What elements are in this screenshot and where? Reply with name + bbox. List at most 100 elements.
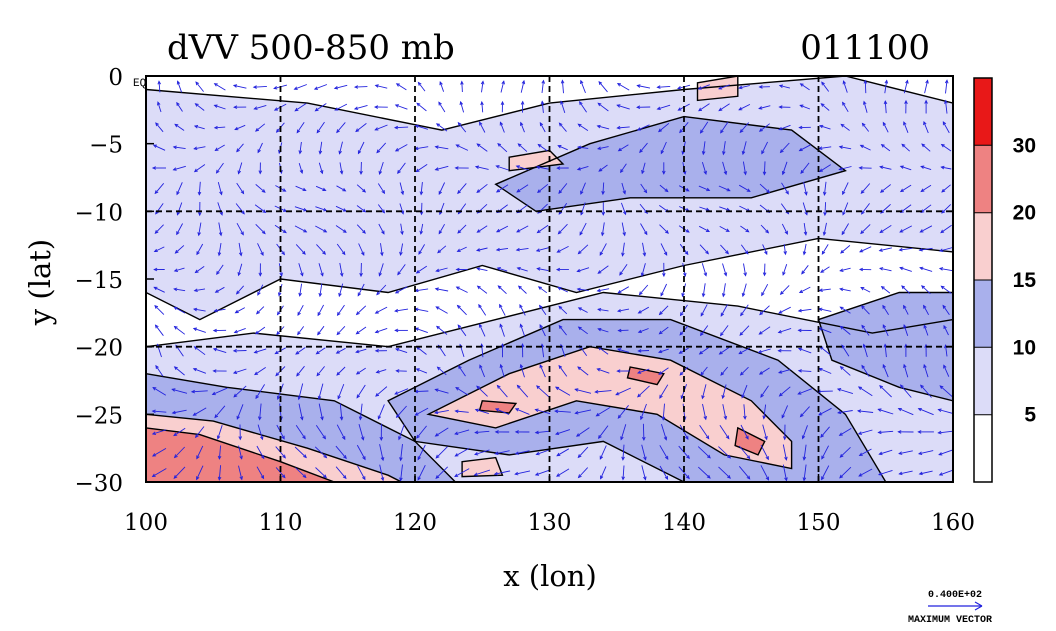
wind-vector [294, 446, 307, 459]
wind-vector [781, 223, 788, 235]
wind-vector [190, 389, 208, 394]
wind-vector [919, 225, 933, 233]
wind-vector [353, 104, 368, 110]
contour-line [146, 413, 402, 482]
wind-vector [537, 183, 549, 194]
wind-vector [418, 244, 425, 255]
wind-vector [616, 82, 630, 91]
colorbar-swatch [974, 347, 992, 415]
wind-vector [192, 367, 207, 374]
wind-vector [315, 225, 328, 233]
wind-vector [576, 145, 589, 150]
wind-vector [599, 243, 607, 256]
wind-vector [923, 324, 929, 336]
wind-vector [358, 403, 363, 421]
wind-vector [661, 162, 666, 175]
wind-vector [841, 344, 850, 357]
wind-vector [617, 405, 629, 419]
wind-vector [720, 304, 728, 317]
wind-vector [821, 81, 830, 92]
vector-reference: 0.400E+02 MAXIMUM VECTOR [908, 590, 992, 626]
wind-vector [434, 165, 449, 171]
wind-vector [457, 121, 467, 133]
wind-vector [577, 467, 589, 479]
wind-vector [858, 448, 872, 457]
wind-vector [438, 101, 446, 113]
wind-vector [454, 409, 469, 413]
wind-vector [374, 306, 388, 314]
wind-vector [842, 182, 849, 196]
wind-vector [514, 450, 530, 455]
wind-vector [616, 104, 630, 110]
wind-vector [718, 185, 731, 192]
wind-vector [656, 85, 671, 89]
wind-vector [938, 247, 953, 253]
wind-vector [394, 328, 408, 333]
wind-vector [700, 325, 709, 337]
wind-vector [295, 425, 306, 440]
wind-vector [172, 145, 186, 150]
wind-vector [660, 141, 667, 155]
wind-vector [336, 424, 346, 441]
wind-vector [698, 103, 710, 112]
wind-vector [882, 324, 889, 337]
wind-vector [357, 465, 366, 481]
wind-vector [738, 103, 751, 111]
wind-vector [415, 368, 428, 374]
wind-vector [356, 444, 366, 461]
wind-vector [455, 286, 468, 293]
wind-vector [617, 286, 630, 294]
wind-vector [494, 450, 510, 455]
wind-vector [758, 123, 770, 132]
wind-vector [233, 327, 246, 334]
wind-vector [880, 285, 891, 294]
wind-vector [438, 223, 445, 235]
wind-vector [740, 244, 749, 255]
wind-vector [903, 121, 909, 133]
wind-vector [904, 99, 908, 114]
wind-vector [476, 385, 488, 397]
wind-vector [415, 265, 428, 274]
wind-vector [577, 326, 588, 335]
wind-vector [801, 425, 808, 440]
wind-vector [173, 366, 185, 376]
wind-vector [801, 265, 809, 275]
wind-vector [415, 164, 428, 173]
wind-vector [237, 263, 243, 277]
wind-vector [897, 407, 914, 416]
wind-vector [315, 424, 326, 440]
wind-vector [920, 184, 932, 193]
wind-vector [457, 224, 467, 234]
field-region [697, 76, 738, 101]
wind-vector [515, 165, 529, 171]
wind-vector [152, 144, 166, 151]
wind-vector [740, 225, 750, 233]
wind-vector [496, 384, 508, 398]
wind-vector [539, 122, 546, 133]
wind-vector [395, 348, 408, 354]
wind-vector [499, 121, 505, 133]
wind-vector [196, 243, 204, 256]
wind-vector [434, 388, 449, 394]
wind-vector [577, 244, 589, 255]
wind-vector [658, 367, 669, 375]
wind-vector [660, 283, 668, 297]
wind-vector [337, 383, 345, 400]
wind-vector [194, 266, 205, 274]
wind-vector [701, 263, 708, 277]
wind-vector [298, 403, 304, 421]
wind-vector [257, 243, 264, 257]
wind-vector [258, 162, 263, 175]
wind-vector [718, 466, 731, 479]
wind-vector [941, 184, 951, 193]
wind-vector [863, 79, 868, 94]
colorbar: 5 10 15 20 30 [973, 77, 1036, 483]
wind-vector [516, 225, 529, 233]
wind-vector [838, 145, 852, 150]
wind-vector [434, 287, 449, 292]
wind-vector [620, 424, 627, 441]
wind-vector [803, 223, 808, 236]
wind-vector [316, 121, 325, 134]
wind-vector [636, 105, 651, 110]
wind-vector [298, 263, 304, 277]
